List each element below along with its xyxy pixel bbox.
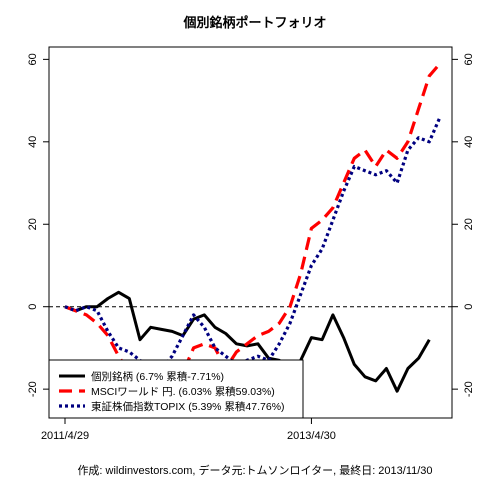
- series-layer: [64, 62, 442, 399]
- axes: -20 -20 0 0 20 20 40 40 60 60 2011/4/29 2013/4/30: [27, 53, 475, 442]
- x-tick-label: 2011/4/29: [41, 430, 89, 442]
- legend-entry-1: 個別銘柄 (6.7% 累積-7.71%): [91, 370, 224, 383]
- legend-entry-3: 東証株価指数TOPIX (5.39% 累積47.76%): [91, 400, 285, 413]
- x-tick-label: 2013/4/30: [287, 430, 336, 442]
- y-tick-label-left: -20: [27, 381, 39, 397]
- y-tick-label-left: 20: [27, 218, 39, 230]
- y-tick-label-right: 60: [463, 53, 475, 65]
- y-tick-label-left: 40: [27, 136, 39, 148]
- y-tick-label-right: -20: [463, 381, 475, 397]
- legend-entry-2: MSCIワールド 円. (6.03% 累積59.03%): [91, 385, 275, 398]
- y-tick-label-left: 60: [27, 53, 39, 65]
- chart-title: 個別銘柄ポートフォリオ: [182, 15, 326, 30]
- y-tick-label-right: 40: [463, 136, 475, 148]
- series-line-3: [64, 116, 442, 375]
- y-tick-label-left: 0: [27, 304, 39, 310]
- y-tick-label-right: 20: [463, 218, 475, 230]
- series-line-1: [64, 290, 431, 393]
- legend: 個別銘柄 (6.7% 累積-7.71%) MSCIワールド 円. (6.03% 累…: [48, 359, 304, 419]
- footer-note: 作成: wildinvestors.com, データ元:トムソンロイター, 最終…: [77, 463, 432, 477]
- legend-box: [48, 359, 304, 419]
- y-tick-label-right: 0: [463, 304, 475, 310]
